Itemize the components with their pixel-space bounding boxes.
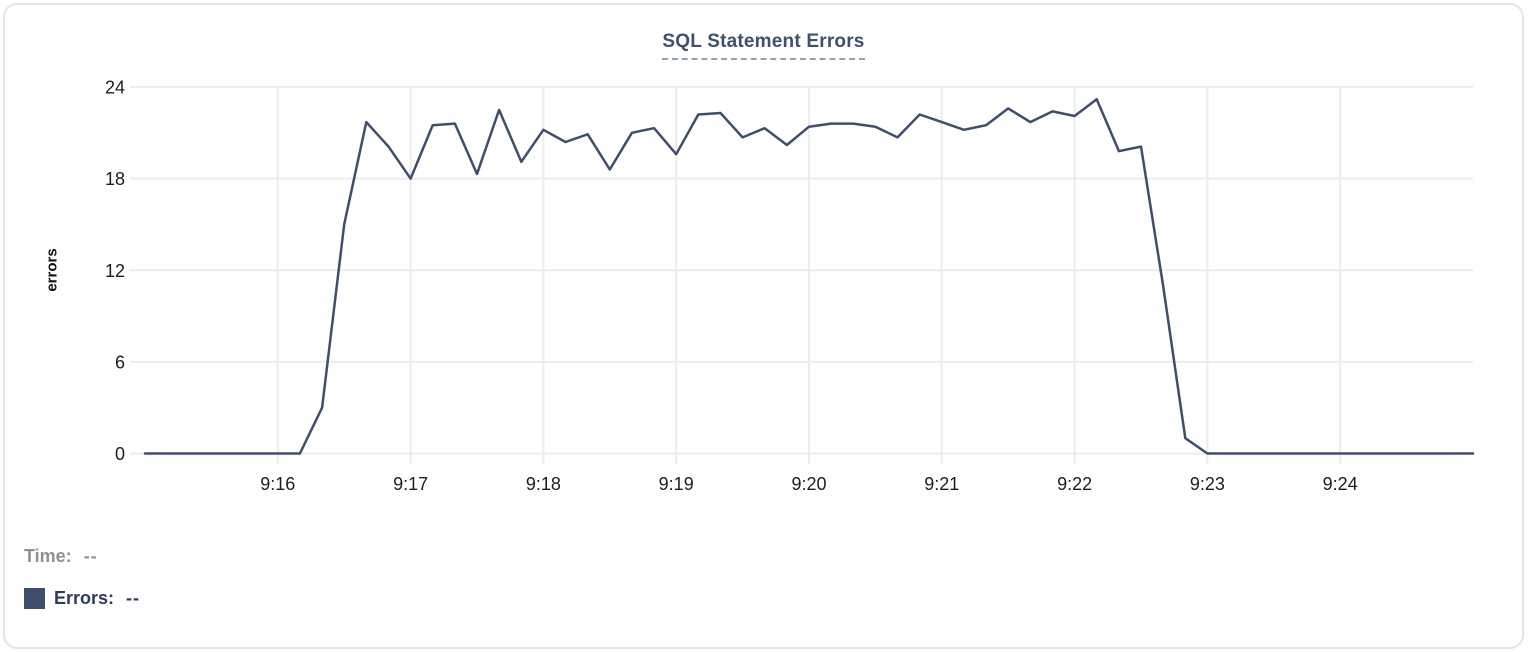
legend-time-value: -- bbox=[83, 546, 98, 566]
legend-time-row: Time: -- bbox=[24, 546, 98, 567]
y-tick-label: 6 bbox=[115, 352, 125, 372]
x-tick-label: 9:16 bbox=[260, 474, 295, 494]
line-chart-canvas[interactable]: 0 6 12 18 24 9:16 9:17 9:18 9:19 9:20 9:21 9:22 9:23… bbox=[5, 5, 1524, 525]
y-tick-label: 0 bbox=[115, 444, 125, 464]
x-tick-label: 9:18 bbox=[526, 474, 561, 494]
errors-series-line bbox=[143, 97, 1475, 455]
y-tick-label: 18 bbox=[105, 169, 125, 189]
y-tick-label: 12 bbox=[105, 261, 125, 281]
legend-errors-label: Errors: bbox=[54, 588, 115, 608]
errors-series-swatch-icon bbox=[24, 588, 45, 609]
chart-card: SQL Statement Errors errors 0 6 12 18 24 9:16… bbox=[3, 3, 1524, 649]
x-tick-label: 9:21 bbox=[924, 474, 959, 494]
x-tick-label: 9:19 bbox=[659, 474, 694, 494]
x-tick-label: 9:24 bbox=[1323, 474, 1358, 494]
x-tick-label: 9:22 bbox=[1057, 474, 1092, 494]
legend-errors-row[interactable]: Errors: -- bbox=[24, 588, 140, 609]
x-tick-label: 9:20 bbox=[791, 474, 826, 494]
legend-errors-value: -- bbox=[126, 588, 141, 608]
x-tick-label: 9:23 bbox=[1190, 474, 1225, 494]
chart-title[interactable]: SQL Statement Errors bbox=[662, 31, 865, 60]
y-tick-label: 24 bbox=[105, 78, 125, 98]
legend-time-label: Time: bbox=[24, 546, 72, 566]
chart-header: SQL Statement Errors bbox=[5, 31, 1522, 60]
x-tick-label: 9:17 bbox=[393, 474, 428, 494]
